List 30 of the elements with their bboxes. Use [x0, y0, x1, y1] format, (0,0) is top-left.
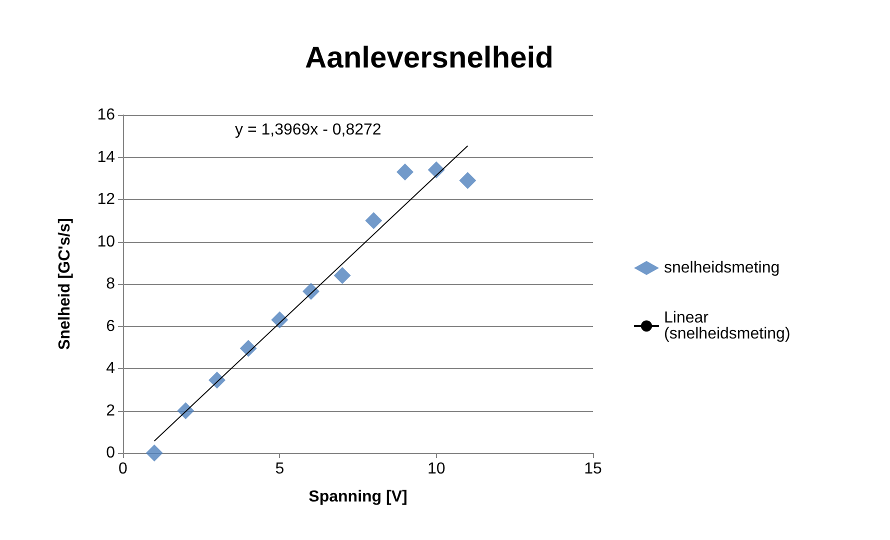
legend-label: Linear (snelheidsmeting) — [664, 310, 790, 342]
point — [302, 282, 320, 300]
point — [428, 161, 445, 178]
point — [240, 340, 257, 357]
annotation: y = 1,3969x - 0,8272 — [235, 122, 382, 138]
x-tick-label: 0 — [118, 460, 128, 478]
y-tick-label: 10 — [97, 233, 116, 250]
y-tick-label: 2 — [106, 402, 116, 420]
point — [271, 311, 288, 328]
point — [146, 444, 163, 462]
point — [459, 172, 476, 189]
chart-title: Aanleversnelheid — [305, 42, 554, 74]
point — [365, 212, 382, 230]
y-tick-label: 16 — [97, 106, 116, 124]
x-axis-title: Spanning [V] — [308, 488, 408, 506]
point — [177, 402, 194, 420]
point — [334, 267, 351, 284]
y-tick-label: 14 — [97, 148, 116, 166]
point — [396, 164, 414, 181]
x-tick-label: 10 — [427, 460, 446, 478]
y-tick-label: 6 — [106, 318, 116, 335]
point — [208, 372, 226, 389]
x-tick-label: 15 — [584, 460, 602, 478]
y-axis-title: Snelheid [GC's/s] — [56, 218, 74, 350]
y-tick-label: 8 — [106, 276, 116, 292]
y-tick-label: 12 — [97, 191, 116, 208]
y-tick-label: 0 — [106, 444, 116, 462]
legend-label: snelheidsmeting — [664, 260, 780, 276]
x-tick-label: 5 — [275, 460, 284, 478]
y-tick-label: 4 — [106, 360, 116, 377]
